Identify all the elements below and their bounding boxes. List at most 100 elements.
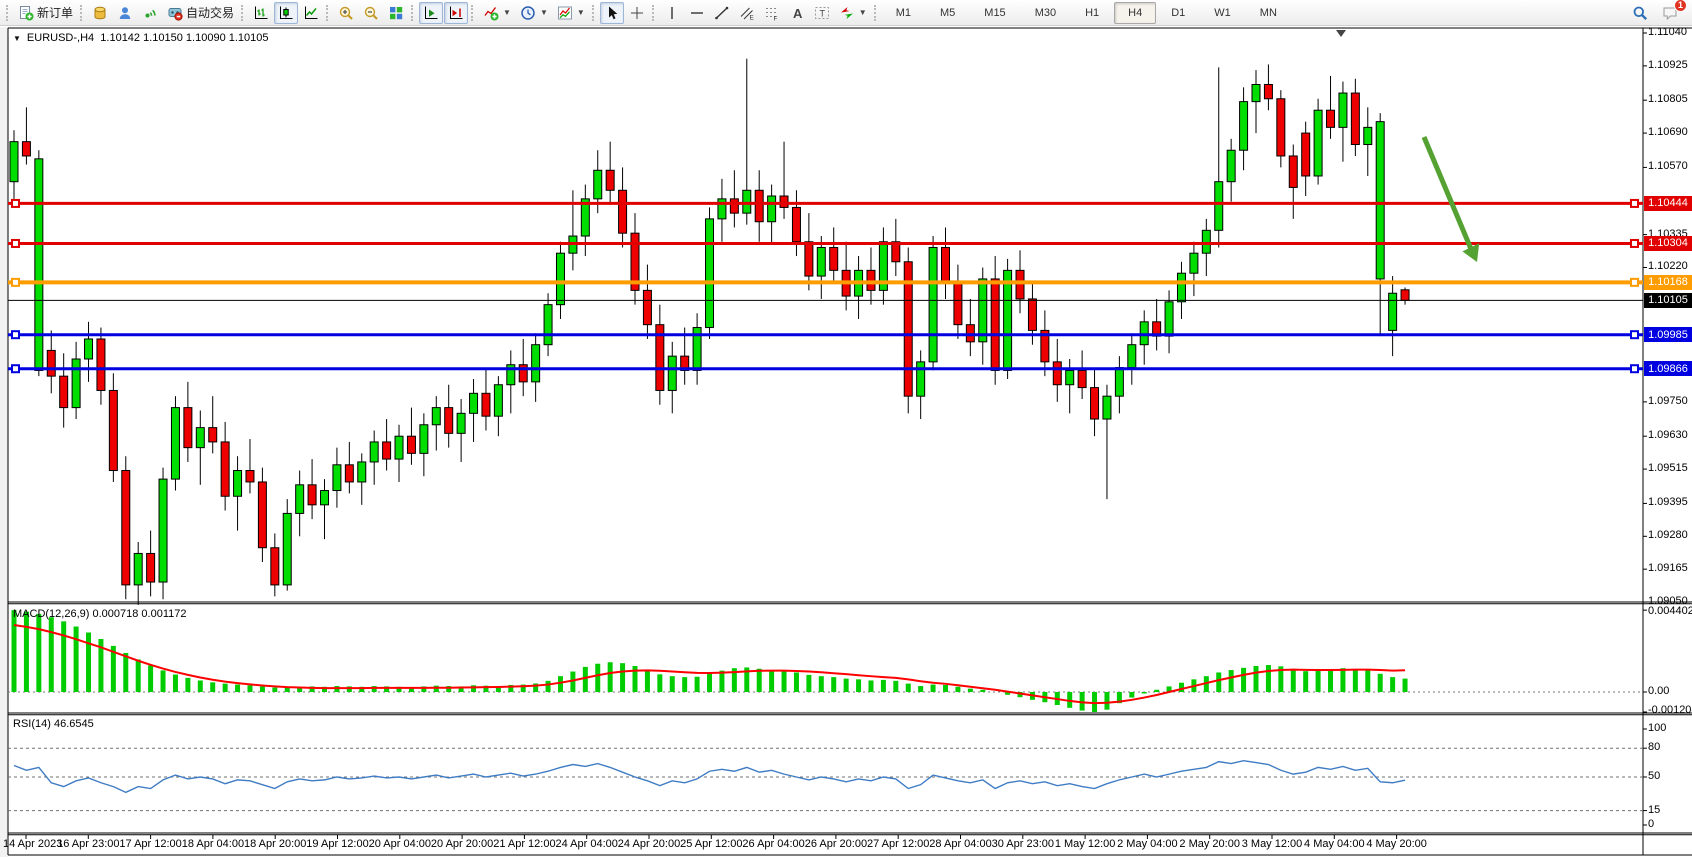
auto-scroll-button[interactable] xyxy=(419,1,444,24)
chevron-down-icon[interactable]: ▼ xyxy=(576,8,585,17)
candle xyxy=(866,247,876,305)
timeframe-m1-button[interactable]: M1 xyxy=(895,6,911,19)
candle xyxy=(456,399,466,462)
periods-button[interactable]: ▼ xyxy=(516,2,552,24)
chart-window[interactable]: ▼ EURUSD-,H4 1.10142 1.10150 1.10090 1.10… xyxy=(0,26,1692,857)
candle xyxy=(170,396,180,491)
line-chart-button[interactable] xyxy=(299,2,323,24)
line-handle[interactable] xyxy=(11,330,20,340)
notifications-button[interactable]: 1 xyxy=(1658,0,1687,24)
candle xyxy=(257,467,267,563)
time-tick-label: 18 Apr 04:00 xyxy=(181,838,245,850)
candle xyxy=(108,373,118,482)
bars-chart-button[interactable] xyxy=(249,2,273,24)
fibonacci-button[interactable]: F xyxy=(760,2,784,24)
horizontal-line-button[interactable] xyxy=(685,2,709,24)
timeframe-h4-button[interactable]: H4 xyxy=(1114,1,1157,24)
candle xyxy=(481,367,491,431)
price-tick-label: 1.09515 xyxy=(1648,462,1688,475)
line-icon xyxy=(303,5,319,21)
candle xyxy=(1152,298,1162,351)
horizontal-level-lines[interactable] xyxy=(8,198,1643,374)
text-label-button[interactable]: T xyxy=(810,2,834,24)
timeframe-d1-button[interactable]: D1 xyxy=(1171,6,1186,19)
candle xyxy=(729,170,739,228)
vline-icon xyxy=(664,5,680,21)
line-handle[interactable] xyxy=(1630,198,1639,208)
search-button[interactable] xyxy=(1628,2,1652,24)
arrows-button[interactable]: ▼ xyxy=(835,2,871,24)
cursor-button[interactable] xyxy=(599,1,624,24)
chevron-down-icon[interactable]: ▼ xyxy=(858,8,867,17)
candle xyxy=(1301,121,1311,196)
candle xyxy=(332,447,342,508)
candle xyxy=(891,218,901,277)
tile-windows-button[interactable] xyxy=(384,2,408,24)
line-handle[interactable] xyxy=(1630,277,1639,287)
candle xyxy=(1052,338,1062,402)
chart-canvas[interactable] xyxy=(0,27,1692,857)
timeframe-m5-button[interactable]: M5 xyxy=(940,6,956,19)
candle xyxy=(1003,258,1013,380)
line-handle[interactable] xyxy=(1630,364,1639,374)
candle xyxy=(618,167,628,248)
indicators-button[interactable]: ▼ xyxy=(479,2,515,24)
line-handle[interactable] xyxy=(11,238,20,248)
timeframe-w1-button[interactable]: W1 xyxy=(1214,6,1231,19)
candle xyxy=(419,413,429,477)
candle xyxy=(1276,90,1286,168)
auto-trading-button[interactable]: 自动交易 xyxy=(163,2,238,24)
candle xyxy=(1388,276,1398,357)
new-order-button[interactable]: 新订单 xyxy=(14,2,77,24)
candle xyxy=(642,264,652,339)
candle xyxy=(1201,218,1211,277)
templates-icon xyxy=(557,5,573,21)
price-tick-label: 1.10925 xyxy=(1648,58,1688,71)
candle xyxy=(34,150,44,377)
candle xyxy=(1288,144,1298,219)
candle xyxy=(282,499,292,591)
line-handle[interactable] xyxy=(11,364,20,374)
window-left-edge xyxy=(0,27,8,857)
timeframe-mn-button[interactable]: MN xyxy=(1259,6,1277,19)
chart-shift-marker[interactable] xyxy=(1336,30,1346,37)
zoom-out-button[interactable] xyxy=(359,2,383,24)
chart-title-dropdown-icon[interactable]: ▼ xyxy=(13,34,21,43)
time-tick-label: 25 Apr 12:00 xyxy=(680,838,743,850)
line-handle[interactable] xyxy=(11,277,20,287)
candle xyxy=(46,330,56,394)
bars-icon xyxy=(253,5,269,21)
trend-arrow-annotation[interactable] xyxy=(1421,136,1480,262)
time-tick-label: 4 May 20:00 xyxy=(1366,838,1427,850)
chevron-down-icon[interactable]: ▼ xyxy=(503,8,511,17)
candle xyxy=(829,227,839,282)
chevron-down-icon[interactable]: ▼ xyxy=(539,8,548,17)
candle xyxy=(804,213,814,291)
zoom-in-button[interactable] xyxy=(334,2,358,24)
toolbar-grip xyxy=(411,4,414,21)
templates-button[interactable]: ▼ xyxy=(553,2,589,24)
candle xyxy=(1176,261,1186,319)
chart-shift-button[interactable] xyxy=(444,1,469,24)
candlestick-chart-button[interactable] xyxy=(274,1,299,24)
timeframe-m15-button[interactable]: M15 xyxy=(984,6,1006,19)
vertical-line-button[interactable] xyxy=(660,2,684,24)
line-handle[interactable] xyxy=(1630,330,1639,340)
signals-button[interactable] xyxy=(138,2,162,24)
crosshair-button[interactable] xyxy=(625,2,649,24)
profile-icon xyxy=(92,5,108,21)
tile-icon xyxy=(388,5,404,21)
candle xyxy=(9,130,19,199)
mql-community-button[interactable] xyxy=(113,2,137,24)
trendline-button[interactable] xyxy=(710,2,734,24)
timeframe-h1-button[interactable]: H1 xyxy=(1085,6,1100,19)
new-order-label: 新订单 xyxy=(37,6,74,20)
line-handle[interactable] xyxy=(1630,238,1639,248)
macd-zero-label: 0.00 xyxy=(1648,685,1670,697)
equidistant-channel-button[interactable]: E xyxy=(735,2,759,24)
hline-icon xyxy=(689,5,705,21)
timeframe-m30-button[interactable]: M30 xyxy=(1034,6,1057,19)
text-button[interactable]: A xyxy=(785,2,809,24)
chart-profile-button[interactable] xyxy=(88,2,112,24)
line-handle[interactable] xyxy=(11,198,20,208)
